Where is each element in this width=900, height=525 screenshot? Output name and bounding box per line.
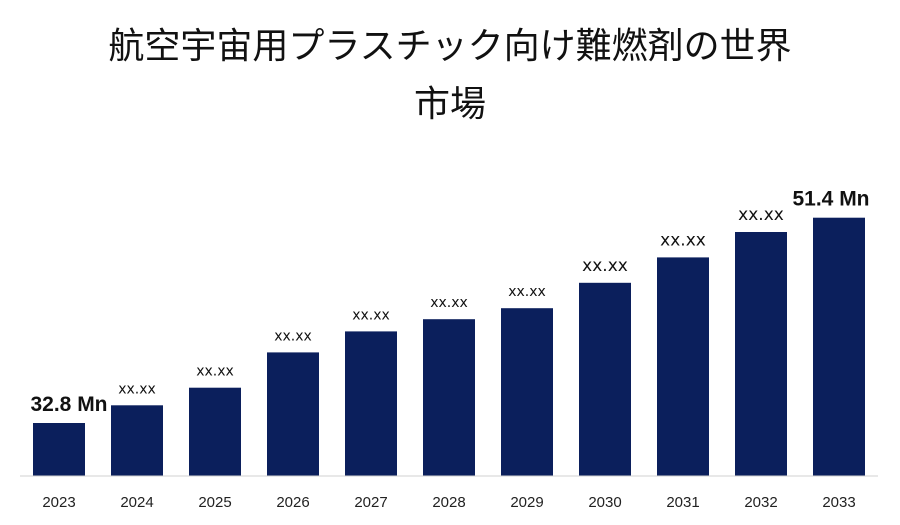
x-tick-label: 2026 — [276, 494, 309, 511]
x-tick-label: 2028 — [432, 494, 465, 511]
bar-2027 — [345, 331, 397, 476]
x-axis-ticks: 2023 2024 2025 2026 2027 2028 2029 2030 2031 2032… — [42, 494, 855, 511]
bars-group — [33, 217, 865, 476]
data-label: xx.xx — [118, 381, 156, 397]
data-label: 51.4 Mn — [792, 188, 869, 211]
data-label: xx.xx — [738, 205, 784, 225]
x-tick-label: 2030 — [588, 494, 621, 511]
x-tick-label: 2023 — [42, 494, 75, 511]
chart-title-line-2: 市場 — [413, 84, 486, 125]
bar-2023 — [33, 423, 85, 476]
bar-2024 — [111, 405, 163, 476]
x-tick-label: 2032 — [744, 494, 777, 511]
data-labels: 32.8 Mn xx.xx xx.xx xx.xx xx.xx xx.xx xx.xx xx.… — [30, 188, 869, 416]
bar-2026 — [267, 352, 319, 476]
bar-2030 — [579, 282, 631, 476]
bar-2033 — [813, 217, 865, 476]
data-label: xx.xx — [430, 295, 468, 311]
chart-title: 航空宇宙用プラスチック向け難燃剤の世界 市場 — [0, 18, 900, 134]
bar-2025 — [189, 387, 241, 476]
data-label: xx.xx — [196, 364, 234, 380]
bar-2028 — [423, 319, 475, 476]
x-tick-label: 2033 — [822, 494, 855, 511]
x-tick-label: 2029 — [510, 494, 543, 511]
x-tick-label: 2031 — [666, 494, 699, 511]
data-label: 32.8 Mn — [30, 393, 107, 416]
bar-2032 — [735, 232, 787, 476]
bar-2031 — [657, 257, 709, 476]
x-tick-label: 2025 — [198, 494, 231, 511]
chart-title-line-1: 航空宇宙用プラスチック向け難燃剤の世界 — [108, 26, 792, 67]
data-label: xx.xx — [582, 256, 628, 276]
bar-2029 — [501, 308, 553, 476]
data-label: xx.xx — [352, 307, 390, 323]
data-label: xx.xx — [660, 230, 706, 250]
x-tick-label: 2027 — [354, 494, 387, 511]
x-tick-label: 2024 — [120, 494, 153, 511]
data-label: xx.xx — [508, 284, 546, 300]
data-label: xx.xx — [274, 328, 312, 344]
